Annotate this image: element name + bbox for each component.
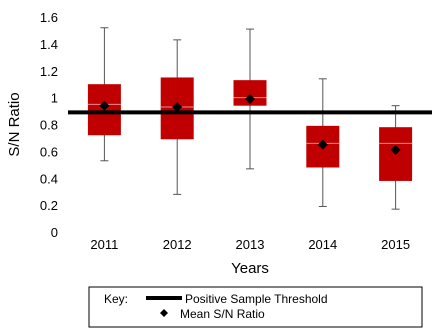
x-axis-ticks: 2011 2012 2013 2014 2015 — [90, 237, 410, 252]
y-axis-ticks: 0 0.2 0.4 0.6 0.8 1 1.2 1.4 1.6 — [40, 10, 58, 240]
x-tick-label: 2015 — [381, 237, 410, 252]
legend-frame — [88, 286, 423, 328]
mean-marker — [317, 139, 328, 150]
x-tick-label: 2013 — [236, 237, 265, 252]
legend: Key: Positive Sample Threshold Mean S/N … — [88, 286, 423, 328]
x-tick-label: 2012 — [163, 237, 192, 252]
x-tick-label: 2011 — [90, 237, 118, 252]
y-tick-label: 0.2 — [40, 198, 58, 213]
mean-marker — [245, 93, 255, 104]
whiskers — [100, 27, 400, 210]
mean-marker — [172, 102, 183, 113]
y-tick-label: 0.4 — [40, 171, 58, 186]
legend-key-label: Key: — [104, 292, 128, 306]
y-tick-label: 0.6 — [40, 144, 58, 159]
y-tick-label: 1 — [51, 91, 58, 106]
legend-entry-threshold: Positive Sample Threshold — [185, 292, 328, 306]
mean-marker — [390, 145, 401, 156]
legend-mean-swatch — [160, 309, 168, 317]
y-tick-label: 1.4 — [40, 37, 58, 52]
x-tick-label: 2014 — [308, 237, 337, 252]
mean-marker — [99, 100, 110, 111]
y-tick-label: 0.8 — [40, 118, 58, 133]
y-tick-label: 1.6 — [40, 10, 58, 25]
y-tick-label: 0 — [51, 225, 58, 240]
legend-entry-mean: Mean S/N Ratio — [180, 307, 265, 321]
y-axis-title: S/N Ratio — [6, 92, 23, 156]
mean-markers — [99, 93, 401, 156]
y-tick-label: 1.2 — [40, 64, 58, 79]
x-axis-title: Years — [231, 260, 269, 277]
